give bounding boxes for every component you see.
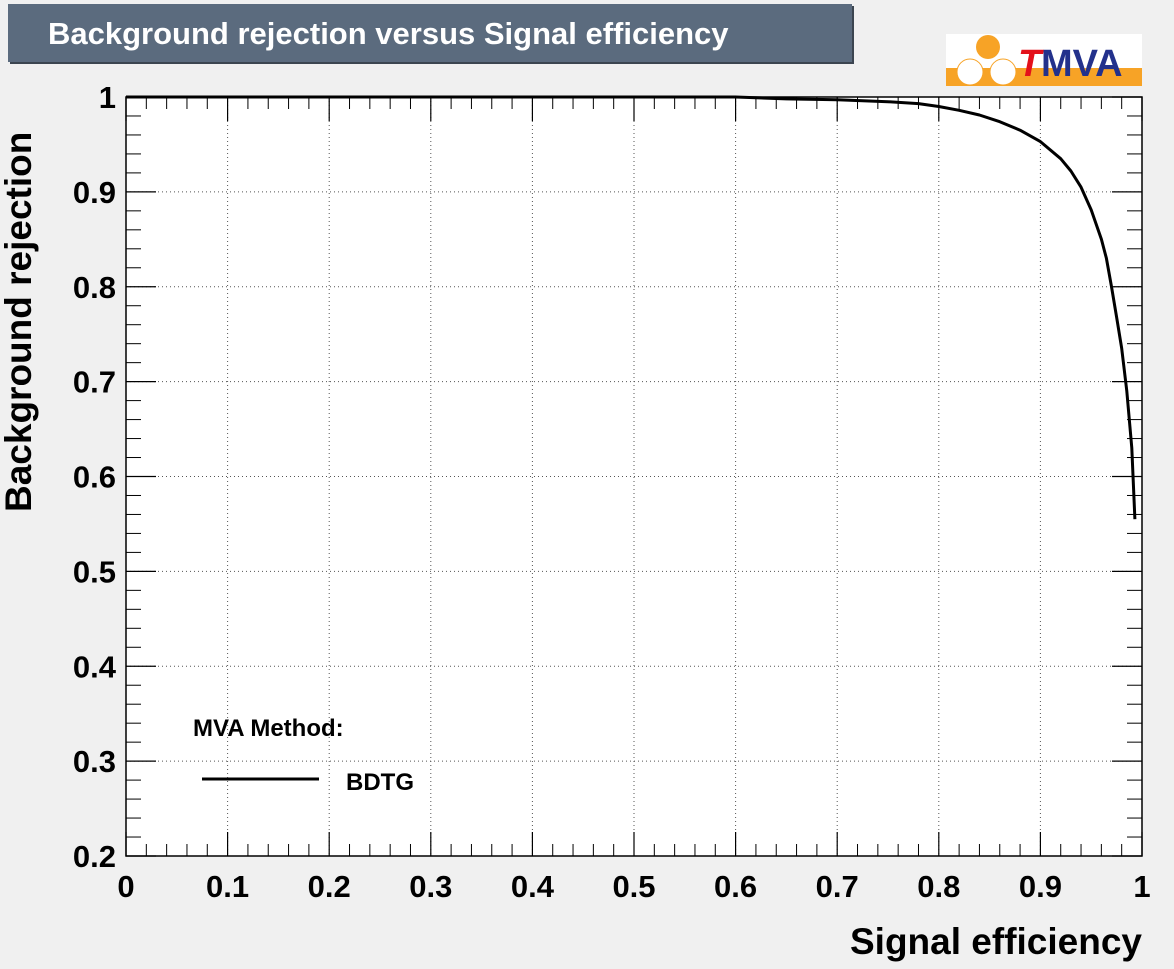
y-axis-title: Background rejection [0, 132, 39, 512]
y-tick-label: 0.5 [73, 554, 116, 589]
logo-ball-right [989, 58, 1017, 86]
logo-letters-mva: MVA [1041, 43, 1123, 85]
x-tick-labels: 0 0.1 0.2 0.3 0.4 0.5 0.6 0.7 0.8 0.9 1 [117, 869, 1150, 904]
y-tick-label: 0.2 [73, 839, 116, 874]
x-axis-title: Signal efficiency [850, 921, 1142, 962]
y-tick-labels: 0.2 0.3 0.4 0.5 0.6 0.7 0.8 0.9 1 [73, 80, 117, 874]
logo-ball-left [956, 58, 984, 86]
y-tick-label: 0.3 [73, 744, 116, 779]
x-tick-label: 0.4 [511, 869, 555, 904]
grid [126, 97, 1142, 856]
legend-label-bdtg: BDTG [346, 769, 414, 796]
x-tick-label: 1 [1133, 869, 1150, 904]
y-tick-label: 0.7 [73, 365, 116, 400]
y-tick-label: 1 [99, 80, 116, 115]
x-tick-label: 0.7 [816, 869, 859, 904]
logo-ball-top [976, 35, 1000, 59]
x-tick-label: 0.1 [206, 869, 249, 904]
x-tick-label: 0.3 [409, 869, 452, 904]
x-tick-label: 0.5 [612, 869, 655, 904]
axis-ticks [125, 96, 1143, 857]
x-tick-label: 0.2 [308, 869, 351, 904]
y-tick-label: 0.9 [73, 175, 116, 210]
x-tick-label: 0.9 [1019, 869, 1062, 904]
tmva-logo: T MVA [946, 34, 1142, 86]
x-tick-label: 0.6 [714, 869, 757, 904]
x-tick-label: 0 [117, 869, 134, 904]
tmva-logo-graphic: T MVA [946, 35, 1142, 86]
y-tick-label: 0.6 [73, 460, 116, 495]
series-line-bdtg [126, 95, 1137, 520]
logo-letter-t: T [1018, 43, 1044, 85]
chart-title-bar: Background rejection versus Signal effic… [8, 4, 852, 62]
chart-title: Background rejection versus Signal effic… [48, 16, 729, 51]
y-tick-label: 0.8 [73, 270, 116, 305]
x-tick-label: 0.8 [917, 869, 960, 904]
y-tick-label: 0.4 [73, 649, 117, 684]
legend-header: MVA Method: [193, 715, 344, 742]
legend: MVA Method: BDTG [193, 715, 414, 796]
series-curves [126, 95, 1137, 520]
